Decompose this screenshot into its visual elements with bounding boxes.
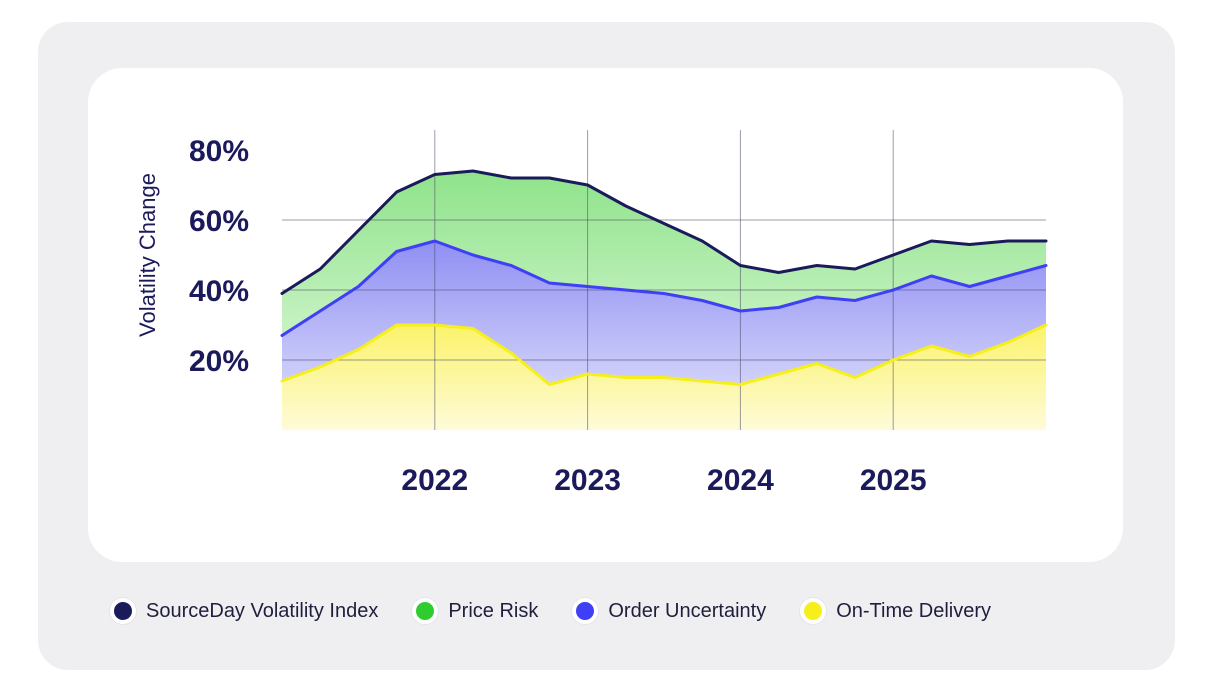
legend-item: On-Time Delivery	[800, 598, 991, 624]
y-tick-label: 40%	[189, 275, 249, 308]
y-tick-label: 60%	[189, 205, 249, 238]
x-tick-label: 2023	[554, 464, 621, 497]
legend-dot-icon	[412, 598, 439, 624]
x-tick-label: 2022	[401, 464, 468, 497]
y-tick-label: 20%	[189, 345, 249, 378]
legend-label: Order Uncertainty	[608, 599, 767, 622]
volatility-index-line	[280, 169, 1048, 295]
legend-item: Price Risk	[412, 598, 538, 624]
legend-label: Price Risk	[448, 599, 539, 622]
legend-dot-icon	[800, 598, 827, 624]
y-tick-label: 80%	[189, 135, 249, 168]
legend-item: SourceDay Volatility Index	[110, 598, 378, 624]
x-tick-label: 2024	[707, 464, 774, 497]
order-uncertainty-line	[280, 239, 1048, 337]
x-tick-label: 2025	[860, 464, 927, 497]
legend-dot-icon	[110, 598, 136, 624]
legend-dot-icon	[572, 598, 599, 624]
legend: SourceDay Volatility Index Price Risk Orde…	[110, 598, 991, 624]
legend-label: SourceDay Volatility Index	[146, 599, 379, 622]
legend-item: Order Uncertainty	[572, 598, 766, 624]
on-time-delivery-line	[280, 323, 1048, 386]
legend-label: On-Time Delivery	[836, 599, 992, 622]
y-axis-label: Volatility Change	[135, 173, 160, 337]
